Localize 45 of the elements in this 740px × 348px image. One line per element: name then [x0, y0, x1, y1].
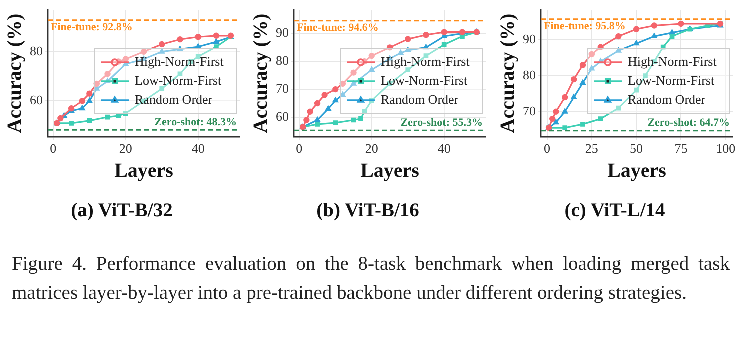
x-tick-label: 0: [296, 141, 303, 156]
legend-label: Random Order: [628, 92, 706, 107]
legend-label: Low-Norm-First: [135, 72, 222, 88]
y-tick-label: 60: [276, 108, 289, 124]
legend-label: High-Norm-First: [628, 54, 718, 69]
x-axis-title: Layers: [360, 160, 420, 182]
y-tick-label: 70: [523, 103, 536, 118]
caption: Figure 4. Performance evaluation on the 8-task benchmark when loading merged task matrices layer-by-layer into a pre-trained backbone under different ordering strategies.: [12, 253, 730, 306]
x-tick-label: 75: [674, 141, 688, 156]
x-tick-label: 20: [119, 141, 132, 156]
legend-label: High-Norm-First: [381, 54, 470, 69]
x-tick-label: 25: [585, 141, 598, 156]
y-tick-label: 80: [30, 43, 43, 58]
y-tick-label: 70: [276, 80, 289, 96]
y-axis-title: Accuracy (%): [497, 14, 520, 134]
y-tick-label: 90: [276, 25, 289, 40]
legend-label: Low-Norm-First: [381, 72, 468, 88]
x-tick-label: 40: [438, 141, 451, 156]
ref-line-label: Zero-shot: 55.3%: [400, 116, 483, 129]
x-tick-label: 40: [192, 141, 205, 156]
y-tick-label: 80: [276, 53, 289, 68]
y-tick-label: 90: [523, 32, 536, 47]
y-axis-title: Accuracy (%): [4, 14, 26, 134]
legend-label: High-Norm-First: [135, 54, 224, 69]
y-tick-label: 80: [523, 67, 536, 82]
ref-line-label: Fine-tune: 95.8%: [544, 20, 626, 33]
x-tick-label: 20: [365, 141, 378, 156]
y-tick-label: 60: [30, 92, 43, 108]
legend-label: Random Order: [135, 92, 214, 107]
x-axis-title: Layers: [114, 160, 174, 182]
ref-line-label: Fine-tune: 92.8%: [51, 22, 133, 34]
x-axis-title: Layers: [608, 160, 667, 182]
text: (a) ViT-B/32: [71, 200, 173, 222]
ref-line-label: Zero-shot: 64.7%: [648, 117, 730, 130]
x-tick-label: 50: [630, 141, 644, 156]
ref-line-label: Fine-tune: 94.6%: [297, 22, 379, 34]
x-tick-label: 0: [544, 141, 550, 156]
legend-label: Low-Norm-First: [628, 72, 716, 88]
x-tick-label: 100: [716, 141, 736, 156]
y-axis-title: Accuracy (%): [250, 14, 272, 134]
ref-line-label: Zero-shot: 48.3%: [154, 116, 237, 128]
text: (c) ViT-L/14: [564, 200, 666, 222]
x-tick-label: 0: [50, 141, 57, 156]
text: (b) ViT-B/16: [316, 200, 420, 222]
legend-label: Random Order: [381, 92, 460, 107]
